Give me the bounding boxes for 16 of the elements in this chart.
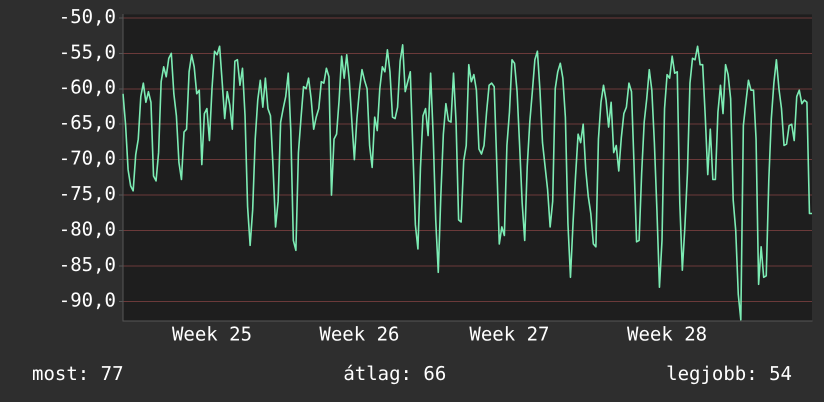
y-tick-label: -65,0 (58, 112, 116, 134)
x-tick-label: Week 27 (469, 324, 550, 346)
text: átlag: 66 (343, 363, 446, 385)
y-tick-label: -60,0 (58, 76, 116, 99)
y-tick-label: -75,0 (58, 183, 116, 206)
y-tick-label: -85,0 (58, 254, 116, 276)
y-tick-label: -55,0 (58, 41, 116, 64)
x-tick-label: Week 26 (319, 324, 400, 346)
y-tick-label: -50,0 (58, 6, 116, 28)
y-tick-label: -80,0 (58, 218, 116, 240)
y-tick-label: -70,0 (58, 148, 116, 170)
text: legjobb: 54 (666, 363, 792, 385)
text: most: 77 (32, 363, 124, 385)
x-tick-label: Week 25 (172, 324, 252, 346)
x-tick-label: Week 28 (627, 324, 708, 346)
y-tick-label: -90,0 (58, 289, 116, 312)
